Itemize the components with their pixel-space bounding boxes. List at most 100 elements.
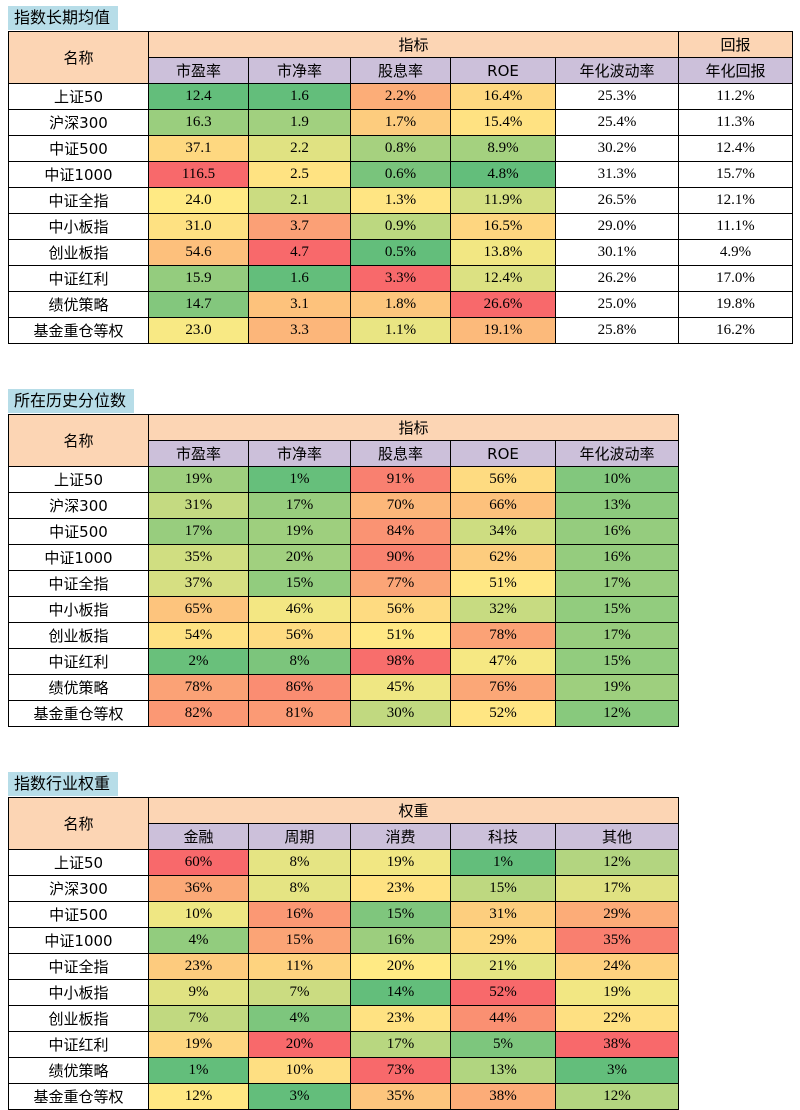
data-cell: 56% <box>450 466 556 493</box>
data-row: 中证1000 4% 15% 16% 29% 35% <box>8 927 679 954</box>
row-name: 上证50 <box>8 849 149 876</box>
data-cell: 16% <box>350 927 451 954</box>
data-cell: 51% <box>450 570 556 597</box>
row-name: 基金重仓等权 <box>8 700 149 727</box>
data-cell: 19.1% <box>450 317 556 344</box>
row-name: 中证红利 <box>8 265 149 292</box>
data-cell: 91% <box>350 466 451 493</box>
header-row: 名称 指标 <box>8 414 679 467</box>
row-name: 中证红利 <box>8 1031 149 1058</box>
column-header: 消费 <box>350 823 451 850</box>
data-cell: 12.1% <box>678 187 793 214</box>
data-cell: 52% <box>450 700 556 727</box>
data-cell: 66% <box>450 492 556 519</box>
row-name: 绩优策略 <box>8 291 149 318</box>
table-title: 指数长期均值 <box>8 6 119 30</box>
data-cell: 19.8% <box>678 291 793 318</box>
data-cell: 1.9 <box>248 109 351 136</box>
data-cell: 0.9% <box>350 213 451 240</box>
data-cell: 25.0% <box>555 291 679 318</box>
header-cell: 名称 <box>8 31 149 84</box>
data-row: 基金重仓等权 23.0 3.3 1.1% 19.1% 25.8% 16.2% <box>8 317 793 344</box>
data-cell: 3% <box>248 1083 351 1110</box>
row-name: 中证500 <box>8 518 149 545</box>
data-cell: 60% <box>148 849 249 876</box>
data-row: 创业板指 54.6 4.7 0.5% 13.8% 30.1% 4.9% <box>8 239 793 266</box>
data-cell: 1.8% <box>350 291 451 318</box>
data-table: 名称 权重 金融 周期 消费 科技 其他 上证50 60% 8% 19% 1% 12% 沪深300 36% 8… <box>8 797 679 1110</box>
data-cell: 25.4% <box>555 109 679 136</box>
row-name: 沪深300 <box>8 109 149 136</box>
data-cell: 1% <box>248 466 351 493</box>
data-cell: 54% <box>148 622 249 649</box>
data-cell: 15% <box>555 648 679 675</box>
data-cell: 23% <box>350 875 451 902</box>
data-cell: 21% <box>450 953 556 980</box>
data-cell: 16% <box>555 544 679 571</box>
data-cell: 26.2% <box>555 265 679 292</box>
row-name: 中证1000 <box>8 161 149 188</box>
data-cell: 4% <box>248 1005 351 1032</box>
data-row: 上证50 12.4 1.6 2.2% 16.4% 25.3% 11.2% <box>8 83 793 110</box>
data-cell: 78% <box>148 674 249 701</box>
data-cell: 0.5% <box>350 239 451 266</box>
data-cell: 15% <box>248 570 351 597</box>
data-cell: 86% <box>248 674 351 701</box>
data-table: 名称 指标 市盈率 市净率 股息率 ROE 年化波动率 上证50 19% 1% 91% 56% 10% 沪… <box>8 414 679 727</box>
row-name: 中证1000 <box>8 544 149 571</box>
header-row: 金融 周期 消费 科技 其他 <box>9 823 679 850</box>
data-cell: 77% <box>350 570 451 597</box>
data-cell: 10% <box>555 466 679 493</box>
row-name: 中证500 <box>8 135 149 162</box>
data-row: 沪深300 31% 17% 70% 66% 13% <box>8 492 679 519</box>
row-name: 中证1000 <box>8 927 149 954</box>
data-row: 创业板指 54% 56% 51% 78% 17% <box>8 622 679 649</box>
data-cell: 31% <box>450 901 556 928</box>
data-cell: 37% <box>148 570 249 597</box>
data-cell: 25.8% <box>555 317 679 344</box>
data-cell: 17% <box>555 875 679 902</box>
data-cell: 98% <box>350 648 451 675</box>
data-cell: 54.6 <box>148 239 249 266</box>
row-name: 沪深300 <box>8 875 149 902</box>
data-cell: 34% <box>450 518 556 545</box>
data-cell: 2.1 <box>248 187 351 214</box>
data-cell: 17% <box>555 622 679 649</box>
data-cell: 29% <box>450 927 556 954</box>
data-cell: 116.5 <box>148 161 249 188</box>
row-name: 沪深300 <box>8 492 149 519</box>
data-cell: 19% <box>248 518 351 545</box>
data-cell: 14% <box>350 979 451 1006</box>
column-header: 金融 <box>148 823 249 850</box>
data-row: 中证500 37.1 2.2 0.8% 8.9% 30.2% 12.4% <box>8 135 793 162</box>
column-header: 年化回报 <box>678 57 793 84</box>
data-cell: 15.4% <box>450 109 556 136</box>
data-cell: 11.9% <box>450 187 556 214</box>
data-cell: 20% <box>248 1031 351 1058</box>
group-header: 权重 <box>148 797 679 824</box>
data-cell: 12% <box>555 849 679 876</box>
data-row: 中证全指 23% 11% 20% 21% 24% <box>8 953 679 980</box>
data-cell: 16.2% <box>678 317 793 344</box>
data-cell: 11.2% <box>678 83 793 110</box>
data-cell: 11% <box>248 953 351 980</box>
data-cell: 29% <box>555 901 679 928</box>
group-header: 指标 <box>148 31 679 58</box>
data-cell: 12% <box>555 1083 679 1110</box>
data-cell: 1% <box>148 1057 249 1084</box>
data-cell: 31% <box>148 492 249 519</box>
data-cell: 29.0% <box>555 213 679 240</box>
data-cell: 25.3% <box>555 83 679 110</box>
row-name: 绩优策略 <box>8 674 149 701</box>
data-cell: 1.6 <box>248 83 351 110</box>
data-cell: 36% <box>148 875 249 902</box>
data-cell: 19% <box>148 466 249 493</box>
row-name: 创业板指 <box>8 239 149 266</box>
column-header: ROE <box>450 57 556 84</box>
column-header: 市净率 <box>248 440 351 467</box>
data-cell: 81% <box>248 700 351 727</box>
data-cell: 3.1 <box>248 291 351 318</box>
column-header: 市盈率 <box>148 440 249 467</box>
data-cell: 24.0 <box>148 187 249 214</box>
row-name: 基金重仓等权 <box>8 1083 149 1110</box>
